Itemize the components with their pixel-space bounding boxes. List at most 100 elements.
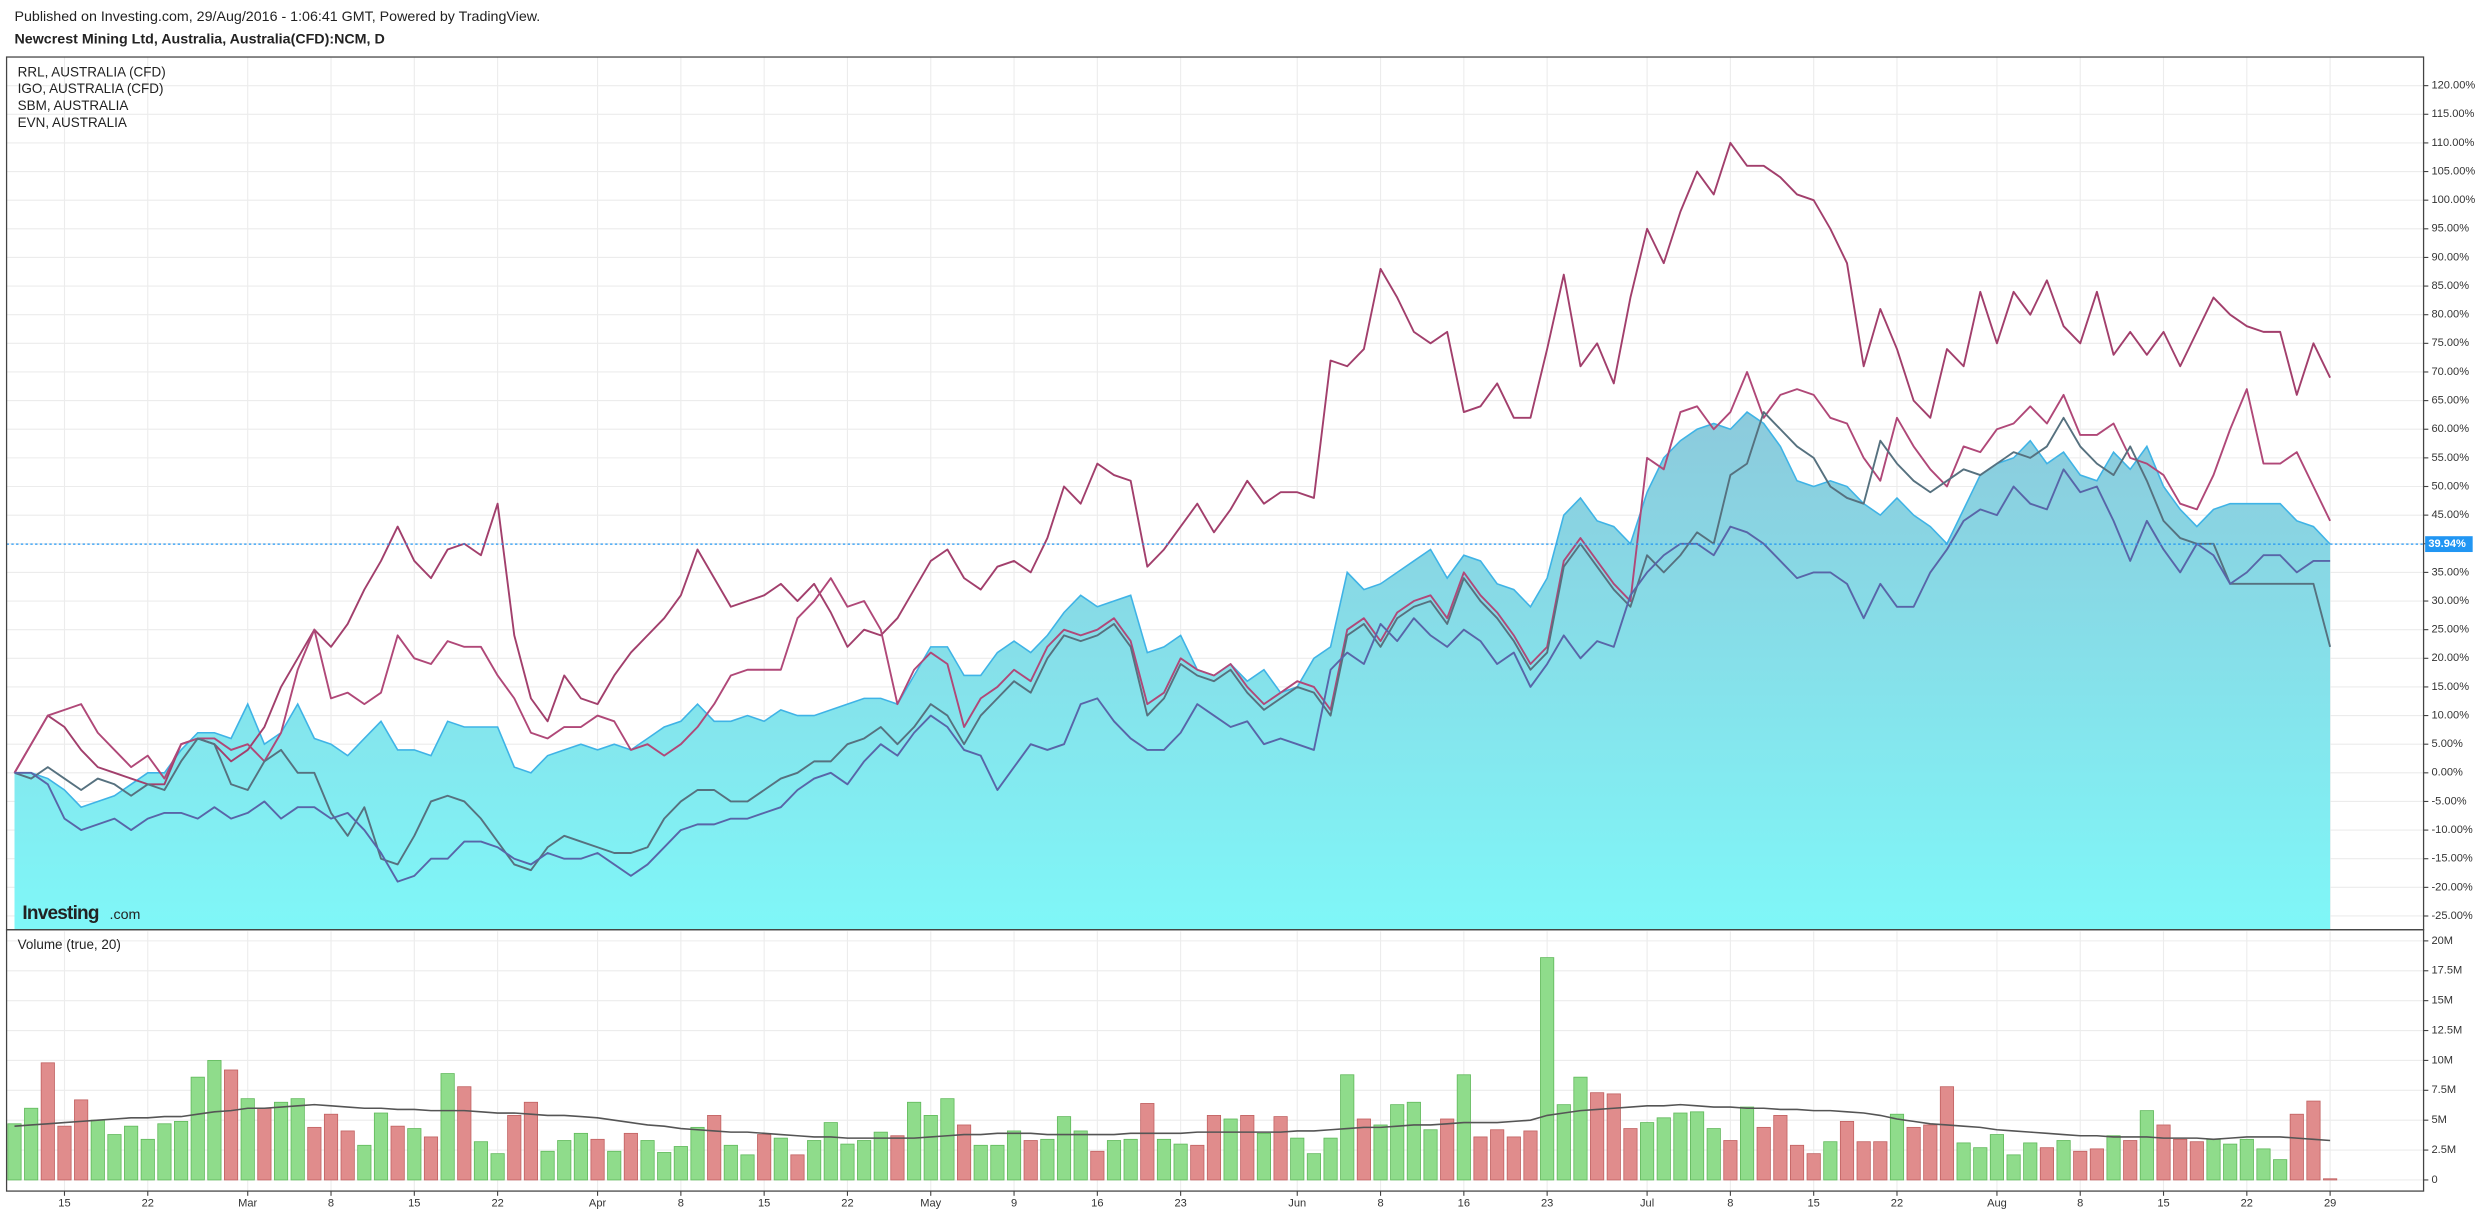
y-tick-label: 100.00% xyxy=(2431,194,2475,206)
y-tick-label: 0 xyxy=(2431,1174,2437,1186)
volume-bar xyxy=(1623,1128,1638,1181)
volume-bar xyxy=(973,1144,988,1181)
volume-bar xyxy=(1889,1113,1905,1181)
volume-bar xyxy=(124,1125,139,1181)
volume-bar xyxy=(224,1069,239,1181)
volume-bar xyxy=(1706,1128,1721,1181)
volume-bar xyxy=(907,1101,922,1181)
area-fill xyxy=(14,412,2331,930)
symbol-title: Newcrest Mining Ltd, Australia, Australi… xyxy=(14,31,384,47)
y-tick-label: -25.00% xyxy=(2431,910,2472,922)
volume-bar xyxy=(1373,1124,1388,1181)
volume-bar xyxy=(2156,1124,2171,1181)
x-tick-label: 8 xyxy=(2077,1198,2083,1210)
volume-bar xyxy=(1873,1141,1888,1181)
volume-bar xyxy=(1723,1140,1738,1181)
volume-bar xyxy=(157,1123,172,1181)
volume-bar xyxy=(373,1112,389,1181)
series-line xyxy=(14,468,2331,883)
y-tick-label: 85.00% xyxy=(2431,280,2469,292)
x-tick-label: 22 xyxy=(841,1198,853,1210)
volume-bar xyxy=(140,1138,155,1181)
volume-bar xyxy=(207,1060,222,1181)
y-tick-label: 65.00% xyxy=(2431,395,2469,407)
volume-bar xyxy=(1606,1093,1621,1181)
volume-bar xyxy=(857,1140,872,1181)
x-tick-label: 8 xyxy=(1377,1198,1383,1210)
volume-bar xyxy=(840,1143,855,1181)
volume-bar xyxy=(1390,1104,1405,1181)
volume-bar xyxy=(307,1126,322,1181)
volume-bar xyxy=(1406,1101,1421,1181)
volume-bar xyxy=(1573,1076,1588,1181)
volume-bar xyxy=(2189,1141,2204,1181)
price-label-box xyxy=(2425,536,2473,553)
volume-bar xyxy=(473,1141,489,1181)
volume-bar xyxy=(1956,1142,1971,1181)
y-tick-label: -20.00% xyxy=(2431,881,2472,893)
x-tick-label: Aug xyxy=(1987,1198,2007,1210)
volume-bar xyxy=(2289,1113,2304,1181)
volume-bar xyxy=(2123,1140,2138,1181)
x-tick-label: 22 xyxy=(2241,1198,2253,1210)
y-tick-label: 80.00% xyxy=(2431,309,2469,321)
volume-bar xyxy=(240,1098,255,1181)
volume-bar xyxy=(773,1137,788,1181)
volume-bar xyxy=(457,1086,472,1181)
x-tick-label: 15 xyxy=(58,1198,70,1210)
volume-bar xyxy=(1806,1153,1821,1181)
volume-bar xyxy=(2223,1143,2238,1181)
y-tick-label: 45.00% xyxy=(2431,509,2469,521)
volume-bar xyxy=(1773,1115,1788,1181)
volume-bar xyxy=(1156,1138,1172,1181)
volume-bar xyxy=(1506,1136,1521,1181)
volume-bar xyxy=(1823,1141,1838,1181)
volume-bar xyxy=(1340,1074,1355,1181)
volume-bar xyxy=(1023,1140,1038,1181)
volume-bar xyxy=(57,1125,72,1181)
x-tick-label: 8 xyxy=(328,1198,334,1210)
volume-bar xyxy=(2089,1148,2104,1181)
volume-bar xyxy=(1223,1118,1238,1181)
volume-bar xyxy=(1440,1118,1455,1181)
y-tick-label: 115.00% xyxy=(2431,108,2474,120)
y-tick-label: 50.00% xyxy=(2431,480,2469,492)
volume-bar xyxy=(1673,1112,1688,1181)
y-tick-label: 20M xyxy=(2431,935,2453,947)
volume-bar xyxy=(890,1135,905,1181)
volume-bar xyxy=(923,1115,938,1181)
volume-bar xyxy=(1590,1092,1605,1181)
x-tick-label: 15 xyxy=(2157,1198,2169,1210)
x-tick-label: Jul xyxy=(1640,1198,1654,1210)
volume-bar xyxy=(1656,1117,1671,1181)
volume-bar xyxy=(1323,1137,1338,1181)
volume-bar xyxy=(190,1076,205,1181)
volume-bar xyxy=(1690,1111,1705,1181)
x-tick-label: 23 xyxy=(1174,1198,1186,1210)
x-tick-label: 8 xyxy=(1727,1198,1733,1210)
volume-bar xyxy=(490,1153,505,1181)
volume-bar xyxy=(1973,1147,1988,1181)
volume-bar xyxy=(1839,1120,1855,1181)
volume-bar xyxy=(873,1131,888,1181)
y-tick-label: -10.00% xyxy=(2431,824,2472,836)
volume-bars xyxy=(7,957,2338,1181)
volume-bar xyxy=(423,1136,439,1181)
volume-bar xyxy=(174,1120,189,1181)
volume-bar xyxy=(1640,1122,1655,1181)
volume-bar xyxy=(1173,1143,1188,1181)
volume-bar xyxy=(273,1101,289,1181)
price-label: 39.94% xyxy=(2428,538,2466,550)
volume-panel-border xyxy=(5,929,2425,1192)
volume-bar xyxy=(690,1126,705,1181)
y-tick-label: 25.00% xyxy=(2431,624,2469,636)
watermark-brand: Investing xyxy=(22,903,98,924)
volume-bar xyxy=(2273,1159,2288,1181)
volume-bar xyxy=(1273,1116,1288,1181)
volume-bar xyxy=(1540,957,1555,1181)
volume-bar xyxy=(2023,1142,2038,1181)
volume-bar xyxy=(757,1134,772,1181)
x-tick-label: 22 xyxy=(491,1198,503,1210)
x-tick-label: 15 xyxy=(1808,1198,1820,1210)
